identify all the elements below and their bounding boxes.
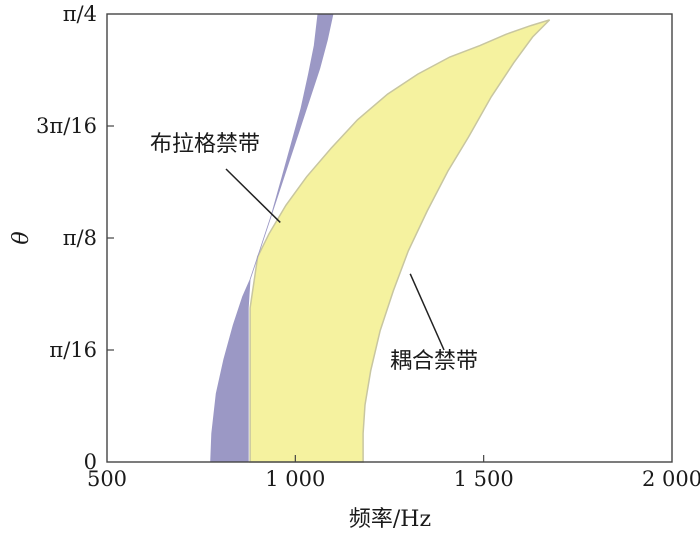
x-tick-label: 500	[87, 467, 127, 491]
leader-line-coupling	[409, 273, 445, 351]
annotation-bragg-gap: 布拉格禁带	[150, 132, 260, 157]
x-axis-title: 频率/Hz	[349, 507, 431, 532]
leader-lines-layer	[225, 168, 445, 351]
y-tick-label: π/16	[49, 338, 97, 362]
leader-line-bragg	[225, 168, 281, 223]
x-tick-label: 1 000	[265, 467, 325, 491]
x-ticks: 500 1 000 1 500 2 000	[87, 455, 700, 491]
annotation-coupling-gap: 耦合禁带	[390, 349, 478, 374]
bands-layer	[210, 13, 551, 463]
y-tick-label: 0	[84, 450, 97, 474]
y-axis-title: θ	[9, 231, 34, 244]
y-ticks: 0 π/16 π/8 3π/16 π/4	[36, 2, 114, 474]
y-tick-label: 3π/16	[36, 114, 97, 138]
y-tick-label: π/4	[63, 2, 97, 26]
coupling-band-area	[249, 19, 551, 463]
x-tick-label: 1 500	[454, 467, 514, 491]
x-tick-label: 2 000	[642, 467, 700, 491]
y-tick-label: π/8	[63, 226, 97, 250]
